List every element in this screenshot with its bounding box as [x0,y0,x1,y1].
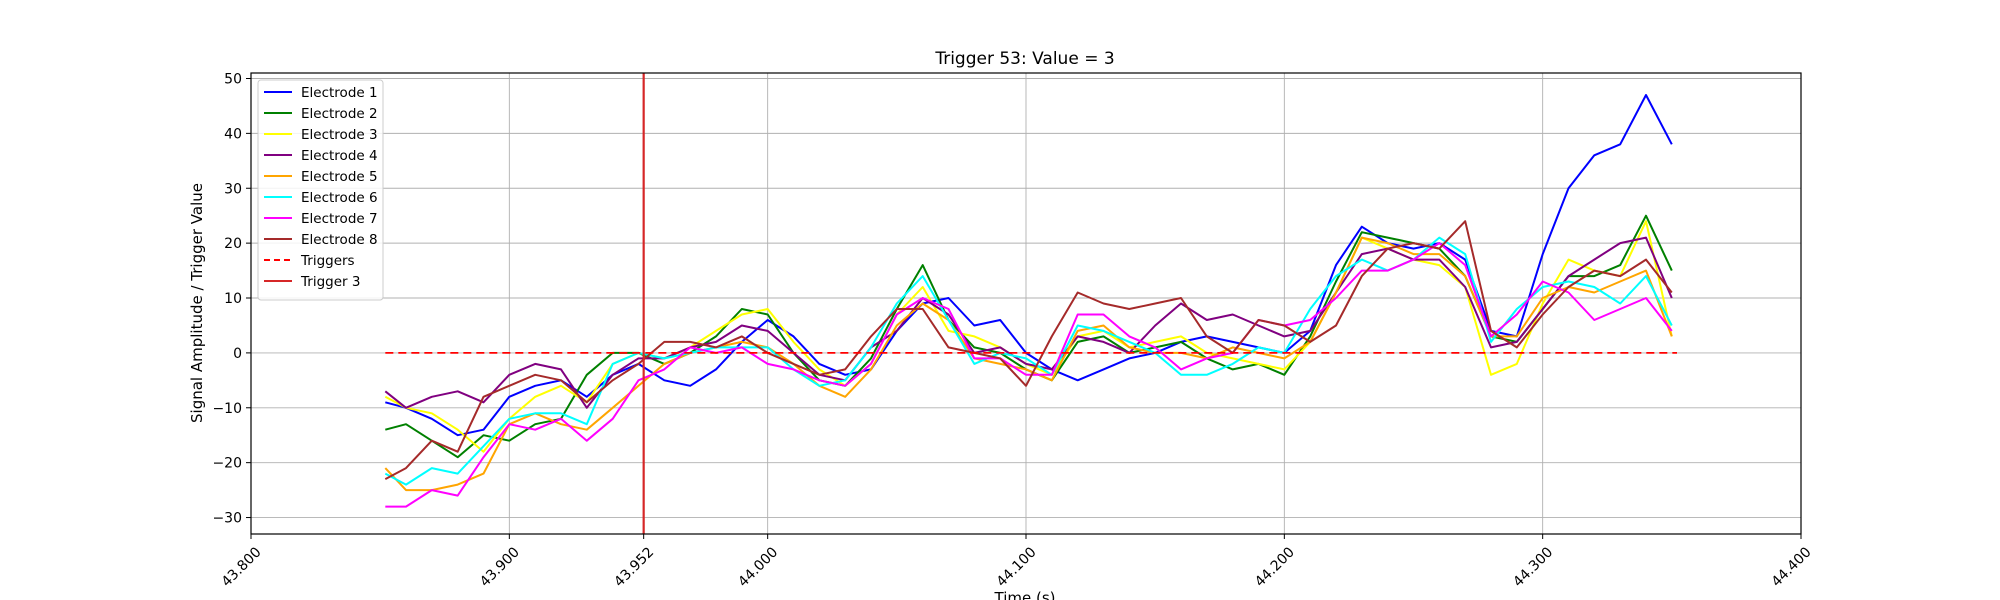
y-tick-label: 20 [224,236,242,252]
series-line-electrode-3 [384,220,1673,453]
x-tick-label: 43.952 [611,544,657,590]
legend-label: Electrode 7 [301,211,378,227]
x-tick-label: 44.000 [735,544,781,590]
y-tick-label: −20 [212,456,242,472]
series-line-electrode-6 [384,236,1673,486]
y-axis-label: Signal Amplitude / Trigger Value [188,183,206,423]
legend-label: Electrode 8 [301,232,378,248]
legend-label: Electrode 3 [301,127,378,143]
series-line-electrode-1 [385,94,1673,437]
y-tick-label: −30 [212,511,242,527]
y-tick-label: 40 [224,126,242,142]
legend-label: Electrode 6 [301,190,378,206]
chart-title: Trigger 53: Value = 3 [934,49,1114,69]
legend-label: Electrode 1 [301,85,378,101]
legend-label: Trigger 3 [300,274,360,290]
legend-label: Electrode 5 [301,169,378,185]
y-tick-label: 0 [233,346,242,362]
x-axis-label: Time (s) [994,589,1056,600]
x-tick-label: 44.200 [1252,544,1298,590]
x-tick-label: 44.300 [1510,544,1556,590]
x-tick-label: 43.900 [477,544,523,590]
series-line-electrode-7 [385,242,1673,508]
y-axis: −30 −20 −10 0 10 20 30 40 50 [212,71,251,527]
series-line-electrode-5 [384,236,1673,492]
y-tick-label: 10 [224,291,242,307]
x-tick-label: 44.400 [1769,544,1815,590]
series-line-electrode-4 [384,236,1673,409]
legend-label: Electrode 2 [301,106,378,122]
x-axis: 43.800 43.900 43.952 44.000 44.100 44.200 44.3… [219,534,1815,590]
legend-label: Electrode 4 [301,148,378,164]
legend-label: Triggers [300,253,355,269]
y-tick-label: 50 [224,71,242,87]
grid [250,73,1802,534]
x-tick-label: 44.100 [994,544,1040,590]
x-tick-label: 43.800 [219,544,265,590]
series-layer [384,73,1677,534]
y-tick-label: −10 [212,401,242,417]
legend: Electrode 1 Electrode 2 Electrode 3 Electro… [257,79,384,301]
y-tick-label: 30 [224,181,242,197]
series-line-electrode-8 [384,220,1673,480]
